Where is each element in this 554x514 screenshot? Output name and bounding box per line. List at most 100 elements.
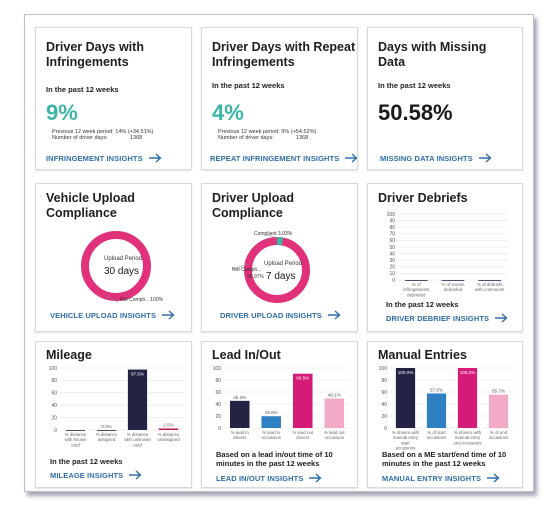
- link-label: MISSING DATA INSIGHTS: [380, 153, 473, 163]
- x-tick-label: % of start occasions: [427, 430, 447, 440]
- y-tick-label: 0: [392, 278, 395, 284]
- data-label: 0.0%: [101, 424, 111, 429]
- y-tick-label: 80: [215, 378, 221, 384]
- y-tick-label: 20: [51, 415, 57, 421]
- vehicle-upload-insights-link[interactable]: VEHICLE UPLOAD INSIGHTS: [50, 310, 175, 320]
- donut-label: Upload Period: [264, 261, 303, 267]
- link-label: VEHICLE UPLOAD INSIGHTS: [50, 310, 157, 320]
- card-title: Lead In/Out: [212, 348, 281, 362]
- data-label: 45.3%: [233, 395, 246, 400]
- arrow-right-icon: [162, 310, 175, 320]
- card-lead-in-out: Lead In/Out 100 80 60 40 20 0 45.3% % lead in dr…: [201, 341, 358, 488]
- x-tick-label: % of debriefs with comments: [475, 282, 505, 292]
- arrow-right-icon: [327, 310, 341, 320]
- card-title: Driver Upload Compliance: [212, 191, 294, 220]
- link-label: INFRINGEMENT INSIGHTS: [46, 153, 143, 163]
- y-tick-label: 0: [218, 426, 221, 432]
- card-title: Driver Days with Infringements: [46, 40, 144, 69]
- x-tick-label: % of events debriefed: [442, 282, 466, 292]
- bar: [292, 373, 313, 428]
- previous-period: Previous 12 week period: 14% (+34.51%): [52, 129, 154, 135]
- bar: [229, 400, 250, 428]
- bar: [404, 280, 428, 281]
- card-title: Mileage: [46, 348, 92, 362]
- lead-in-out-insights-link[interactable]: LEAD IN/OUT INSIGHTS: [216, 473, 322, 483]
- missing-data-insights-link[interactable]: MISSING DATA INSIGHTS: [380, 153, 492, 163]
- driver-debrief-insights-link[interactable]: DRIVER DEBRIEF INSIGHTS: [386, 313, 508, 323]
- x-tick-label: % distance assigned: [96, 432, 118, 442]
- card-infringements: Driver Days with Infringements In the pa…: [35, 27, 192, 170]
- donut-value: 7 days: [266, 271, 296, 282]
- x-tick-label: % of infringements debriefed: [403, 282, 430, 297]
- arrow-right-icon: [495, 313, 508, 323]
- data-label: 90.5%: [296, 376, 309, 381]
- data-label: 100.0%: [398, 370, 414, 375]
- driver-days-value: 1368: [296, 135, 309, 141]
- card-title: Vehicle Upload Compliance: [46, 191, 135, 220]
- link-label: DRIVER DEBRIEF INSIGHTS: [386, 313, 490, 323]
- bar: [478, 280, 502, 281]
- x-tick-label: % drivers with manual entry end occasions: [453, 430, 482, 445]
- previous-period: Previous 12 week period: 9% (+54.52%): [218, 129, 317, 135]
- manual-entry-insights-link[interactable]: MANUAL ENTRY INSIGHTS: [382, 473, 500, 483]
- arrow-right-icon: [487, 473, 500, 483]
- data-label: 19.6%: [265, 410, 278, 415]
- not-compliant-label: Not Compli...: [232, 267, 261, 273]
- card-mileage: Mileage 100 80 60 40 20 0 % distance with known…: [35, 341, 192, 488]
- y-tick-label: 80: [389, 225, 395, 231]
- y-tick-label: 60: [389, 238, 395, 244]
- manual-entries-chart: 100 80 60 40 20 0 100.0% % drivers with manual e…: [379, 366, 514, 450]
- period-label: In the past 12 weeks: [212, 81, 285, 90]
- arrow-right-icon: [129, 470, 142, 480]
- note-text: Based on a ME start/end time of 10 minut…: [382, 450, 507, 468]
- infringement-insights-link[interactable]: INFRINGEMENT INSIGHTS: [46, 153, 162, 163]
- bar: [441, 280, 465, 281]
- arrow-right-icon: [309, 473, 322, 483]
- card-title: Manual Entries: [378, 348, 467, 362]
- bar: [395, 368, 416, 428]
- link-label: MILEAGE INSIGHTS: [50, 470, 124, 480]
- link-label: REPEAT INFRINGEMENT INSIGHTS: [210, 153, 340, 163]
- metric-value: 50.58%: [378, 100, 453, 125]
- link-label: DRIVER UPLOAD INSIGHTS: [220, 310, 322, 320]
- driver-days-value: 1368: [130, 135, 143, 141]
- x-tick-label: % distance unassigned: [157, 432, 180, 442]
- x-tick-label: % drivers with manual entry start occasions: [392, 430, 420, 450]
- x-tick-label: % lead out occasions: [324, 430, 346, 440]
- y-tick-label: 0: [384, 426, 387, 432]
- card-manual-entries: Manual Entries 100 80 60 40 20 0 100.0% % drive…: [367, 341, 523, 488]
- repeat-infringement-insights-link[interactable]: REPEAT INFRINGEMENT INSIGHTS: [210, 153, 357, 163]
- donut-legend: Not Compli... 100%: [120, 297, 164, 303]
- note-text: Based on a lead in/out time of 10 minute…: [216, 450, 333, 468]
- x-tick-label: % distance with unknown card: [124, 432, 151, 447]
- metric-value: 9%: [46, 100, 78, 125]
- bar: [457, 368, 478, 428]
- card-driver-debriefs: Driver Debriefs 100 90 80 70 60 50 40 30 20 10 0% …: [367, 183, 523, 332]
- donut-label: Upload Period: [104, 256, 143, 262]
- card-repeat-infringements: Driver Days with Repeat Infringements In…: [201, 27, 358, 170]
- arrow-right-icon: [148, 153, 162, 163]
- y-tick-label: 20: [215, 414, 221, 420]
- y-tick-label: 100: [49, 366, 58, 372]
- period-label: In the past 12 weeks: [378, 81, 451, 90]
- card-missing-data: Days with Missing Data In the past 12 we…: [367, 27, 523, 170]
- link-label: LEAD IN/OUT INSIGHTS: [216, 473, 304, 483]
- y-tick-label: 100: [213, 366, 222, 372]
- card-driver-upload: Driver Upload Compliance Compliant 3.03%…: [201, 183, 358, 332]
- bar: [261, 416, 282, 428]
- y-tick-label: 80: [51, 378, 57, 384]
- y-tick-label: 90: [389, 218, 395, 224]
- not-compliant-value: 96.97%: [247, 274, 264, 280]
- donut-value: 30 days: [104, 266, 140, 277]
- driver-upload-insights-link[interactable]: DRIVER UPLOAD INSIGHTS: [220, 310, 341, 320]
- y-tick-label: 20: [381, 414, 387, 420]
- data-label: 49.1%: [328, 393, 341, 398]
- y-tick-label: 30: [389, 258, 395, 264]
- compliant-label: Compliant 3.03%: [254, 231, 293, 237]
- y-tick-label: 40: [51, 403, 57, 409]
- period-label: In the past 12 weeks: [386, 300, 459, 309]
- y-tick-label: 80: [381, 378, 387, 384]
- mileage-insights-link[interactable]: MILEAGE INSIGHTS: [50, 470, 142, 480]
- vehicle-upload-donut: [81, 231, 151, 303]
- card-title: Driver Debriefs: [378, 191, 468, 205]
